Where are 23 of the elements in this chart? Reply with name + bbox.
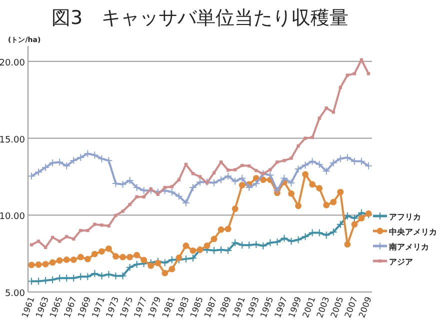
x-tick-label: 1985 xyxy=(189,296,206,320)
x-tick-label: 1967 xyxy=(62,296,80,320)
legend-アフリカ: アフリカ xyxy=(373,212,421,222)
legend-中央アメリカ: 中央アメリカ xyxy=(373,228,437,236)
legend-南アメリカ: 南アメリカ xyxy=(373,242,429,252)
y-tick-label: 10.00 xyxy=(0,212,26,222)
y-tick-label: 15.00 xyxy=(0,135,26,146)
legend-アジア: アジア xyxy=(373,258,413,266)
x-tick-label: 1965 xyxy=(48,296,66,320)
x-tick-label: 2009 xyxy=(358,296,374,320)
legend-label: アジア xyxy=(389,258,413,266)
x-tick-label: 1987 xyxy=(203,296,220,320)
x-tick-label: 1991 xyxy=(231,296,248,320)
chart-title: 図3 キャッサバ単位当たり収穫量 xyxy=(51,7,349,29)
x-tick-label: 1983 xyxy=(174,296,192,320)
x-tick-label: 1969 xyxy=(76,296,94,320)
x-tick-label: 1963 xyxy=(34,296,52,320)
legend-label: 中央アメリカ xyxy=(389,228,437,236)
y-tick-label: 20.00 xyxy=(0,58,26,68)
legend-label: 南アメリカ xyxy=(388,242,429,252)
x-tick-label: 1989 xyxy=(217,296,234,320)
legend-label: アフリカ xyxy=(389,212,421,222)
x-tick-label: 1993 xyxy=(245,296,262,320)
